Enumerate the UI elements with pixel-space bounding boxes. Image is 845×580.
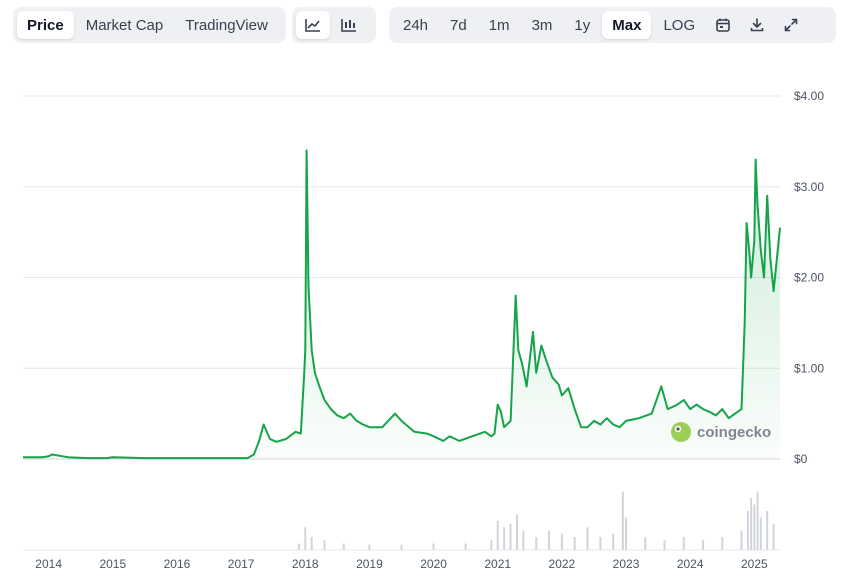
volume-bar (759, 517, 762, 550)
volume-bar (756, 491, 759, 550)
volume-bar (766, 511, 769, 550)
y-tick-label: $2.00 (794, 271, 824, 285)
y-axis: $0 $1.00 $2.00 $3.00 $4.00 (794, 89, 824, 466)
grid-lines (23, 95, 780, 551)
x-tick-label: 2022 (549, 557, 576, 571)
volume-bar (490, 540, 493, 550)
volume-bar (522, 530, 525, 550)
download-icon (749, 17, 765, 33)
x-tick-label: 2018 (292, 557, 319, 571)
volume-bar (753, 504, 756, 550)
volume-bars (297, 491, 775, 550)
chart-toolbar: Price Market Cap TradingView 24h 7d 1m 3… (0, 0, 845, 50)
volume-bar (599, 537, 602, 550)
coingecko-watermark: coingecko (671, 422, 771, 442)
tab-tradingview[interactable]: TradingView (175, 11, 278, 39)
x-tick-label: 2019 (356, 557, 383, 571)
date-range-button[interactable] (707, 11, 739, 39)
volume-bar (772, 524, 775, 550)
volume-bar (721, 537, 724, 550)
x-tick-label: 2014 (35, 557, 62, 571)
volume-bar (503, 527, 506, 550)
volume-bar (304, 527, 307, 550)
y-tick-label: $4.00 (794, 89, 824, 103)
volume-bar (612, 533, 615, 550)
download-button[interactable] (741, 11, 773, 39)
range-3m-button[interactable]: 3m (522, 11, 563, 39)
line-chart-icon (304, 17, 322, 33)
volume-bar (621, 491, 624, 550)
volume-bar (496, 520, 499, 550)
range-1m-button[interactable]: 1m (479, 11, 520, 39)
volume-bar (750, 498, 753, 550)
tab-market-cap[interactable]: Market Cap (76, 11, 174, 39)
volume-bar (644, 537, 647, 550)
x-tick-label: 2017 (228, 557, 255, 571)
candlestick-chart-icon (340, 17, 358, 33)
x-tick-label: 2025 (741, 557, 768, 571)
range-1y-button[interactable]: 1y (564, 11, 600, 39)
volume-bar (702, 540, 705, 550)
volume-bar (682, 537, 685, 550)
volume-bar (342, 543, 345, 550)
volume-bar (297, 543, 300, 550)
y-tick-label: $3.00 (794, 180, 824, 194)
volume-bar (560, 533, 563, 550)
volume-bar (625, 517, 628, 550)
volume-bar (310, 537, 313, 550)
log-scale-button[interactable]: LOG (653, 11, 705, 39)
volume-bar (515, 514, 518, 550)
x-tick-label: 2021 (484, 557, 511, 571)
view-tab-group: Price Market Cap TradingView (13, 7, 286, 43)
volume-bar (368, 544, 371, 550)
x-tick-label: 2016 (164, 557, 191, 571)
coingecko-logo-icon (671, 422, 691, 442)
x-tick-label: 2020 (420, 557, 447, 571)
volume-bar (746, 511, 749, 550)
range-max-button[interactable]: Max (602, 11, 652, 39)
volume-bar (548, 530, 551, 550)
expand-icon (783, 17, 799, 33)
range-24h-button[interactable]: 24h (393, 11, 438, 39)
volume-bar (586, 527, 589, 550)
volume-bar (740, 530, 743, 550)
volume-bar (464, 543, 467, 550)
range-7d-button[interactable]: 7d (440, 11, 477, 39)
tab-price[interactable]: Price (17, 11, 74, 39)
price-area (23, 150, 780, 459)
x-tick-label: 2024 (677, 557, 704, 571)
price-line (23, 149, 781, 460)
x-tick-label: 2015 (99, 557, 126, 571)
range-group: 24h 7d 1m 3m 1y Max LOG (389, 7, 836, 43)
x-axis: 2014 2015 2016 2017 2018 2019 2020 2021 2022 2023… (35, 557, 768, 571)
calendar-icon (715, 17, 731, 33)
watermark-text: coingecko (697, 424, 771, 441)
volume-bar (663, 540, 666, 550)
volume-bar (400, 544, 403, 550)
fullscreen-button[interactable] (775, 11, 807, 39)
y-tick-label: $1.00 (794, 361, 824, 375)
x-tick-label: 2023 (613, 557, 640, 571)
volume-bar (432, 543, 435, 550)
volume-bar (509, 524, 512, 550)
chart-type-group (292, 7, 376, 43)
line-chart-button[interactable] (296, 11, 330, 39)
y-tick-label: $0 (794, 452, 808, 466)
volume-bar (535, 537, 538, 550)
volume-bar (573, 537, 576, 550)
volume-bar (323, 540, 326, 550)
candlestick-chart-button[interactable] (332, 11, 366, 39)
